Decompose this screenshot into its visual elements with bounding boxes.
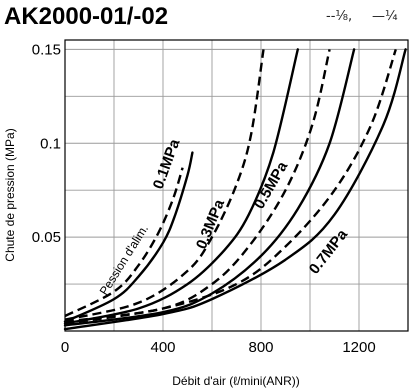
series-line-07MPa-solid — [63, 48, 407, 331]
x-tick-label: 0 — [61, 339, 69, 356]
x-tick-label: 800 — [248, 339, 273, 356]
curve-label-03MPa: 0.3MPa — [193, 197, 228, 252]
curve-label-05MPa: 0.5MPa — [251, 158, 292, 212]
legend-solid-label: —¼ — [372, 9, 398, 24]
tick-labels: 0 400 800 1200 0.05 0.1 0.15 — [32, 41, 376, 356]
series-line-03MPa-dashed — [64, 49, 265, 321]
series-line-07MPa-dashed — [64, 49, 397, 325]
y-tick-label: 0.15 — [32, 41, 61, 58]
chart-title: AK2000-01/-02 — [4, 3, 168, 30]
x-tick-label: 1200 — [342, 339, 375, 356]
series-line-03MPa-solid — [63, 48, 299, 325]
y-axis-label: Chute de pression (MPa) — [3, 128, 17, 261]
x-axis-label: Débit d'air (ℓ/mini(ANR)) — [172, 374, 300, 388]
series-line-01MPa-solid — [63, 151, 194, 323]
plot-frame — [64, 39, 409, 332]
chart-legend: --⅛, —¼ — [326, 9, 398, 24]
legend-dashed-label: --⅛, — [326, 9, 352, 24]
curves — [63, 48, 407, 331]
curve-label-07MPa: 0.7MPa — [306, 226, 352, 278]
x-tick-label: 400 — [150, 339, 175, 356]
series-line-01MPa-dashed — [64, 167, 184, 318]
y-tick-label: 0.05 — [32, 229, 61, 246]
y-tick-label: 0.1 — [40, 135, 61, 152]
series-line-05MPa-solid — [63, 48, 356, 327]
